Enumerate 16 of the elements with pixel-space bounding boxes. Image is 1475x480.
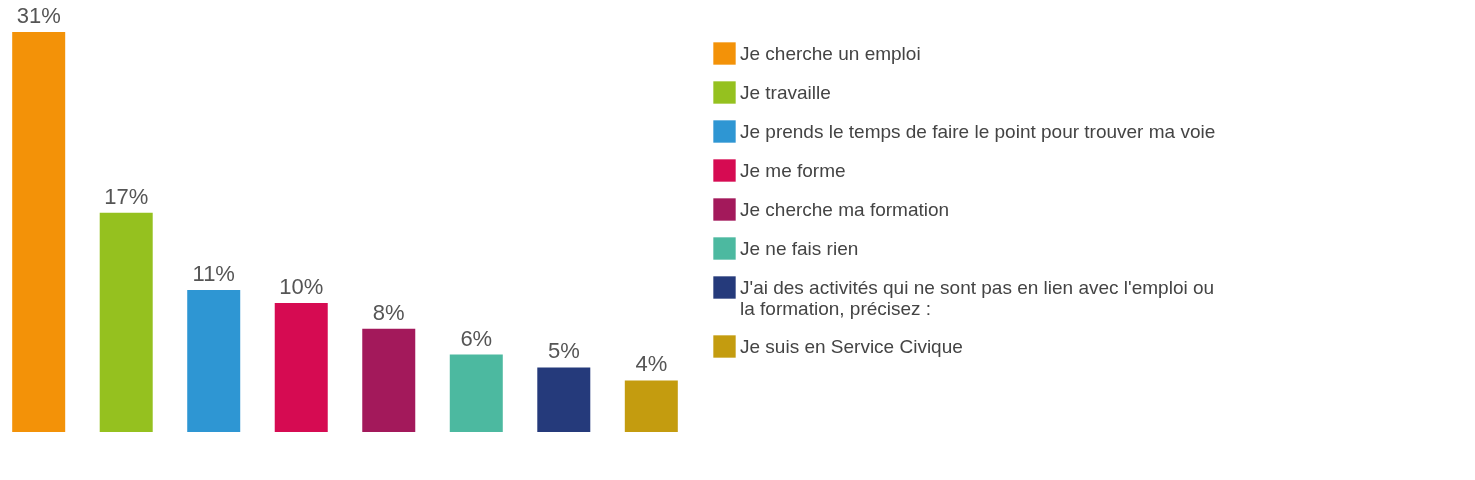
data-label: 4% <box>635 351 668 377</box>
data-label: 11% <box>192 261 235 287</box>
legend-label: Je travaille <box>740 81 831 103</box>
data-label: 31% <box>16 3 61 28</box>
legend-label: Je ne fais rien <box>740 237 859 259</box>
legend-label: Je me forme <box>740 159 846 181</box>
data-label: 5% <box>547 338 580 364</box>
legend-label: Je cherche ma formation <box>740 198 950 220</box>
legend-label: Je suis en Service Civique <box>740 335 963 357</box>
data-label: 6% <box>460 325 493 351</box>
data-label: 17% <box>104 183 149 209</box>
legend-label: Je cherche un emploi <box>740 42 921 64</box>
data-label: 10% <box>279 273 324 299</box>
legend-label: Je prends le temps de faire le point pour trouver ma voie <box>740 120 1216 142</box>
legend-label: J'ai des activités qui ne sont pas en lien avec l'emploi ou la formation, précisez : <box>740 276 1215 319</box>
data-label: 8% <box>372 299 405 325</box>
